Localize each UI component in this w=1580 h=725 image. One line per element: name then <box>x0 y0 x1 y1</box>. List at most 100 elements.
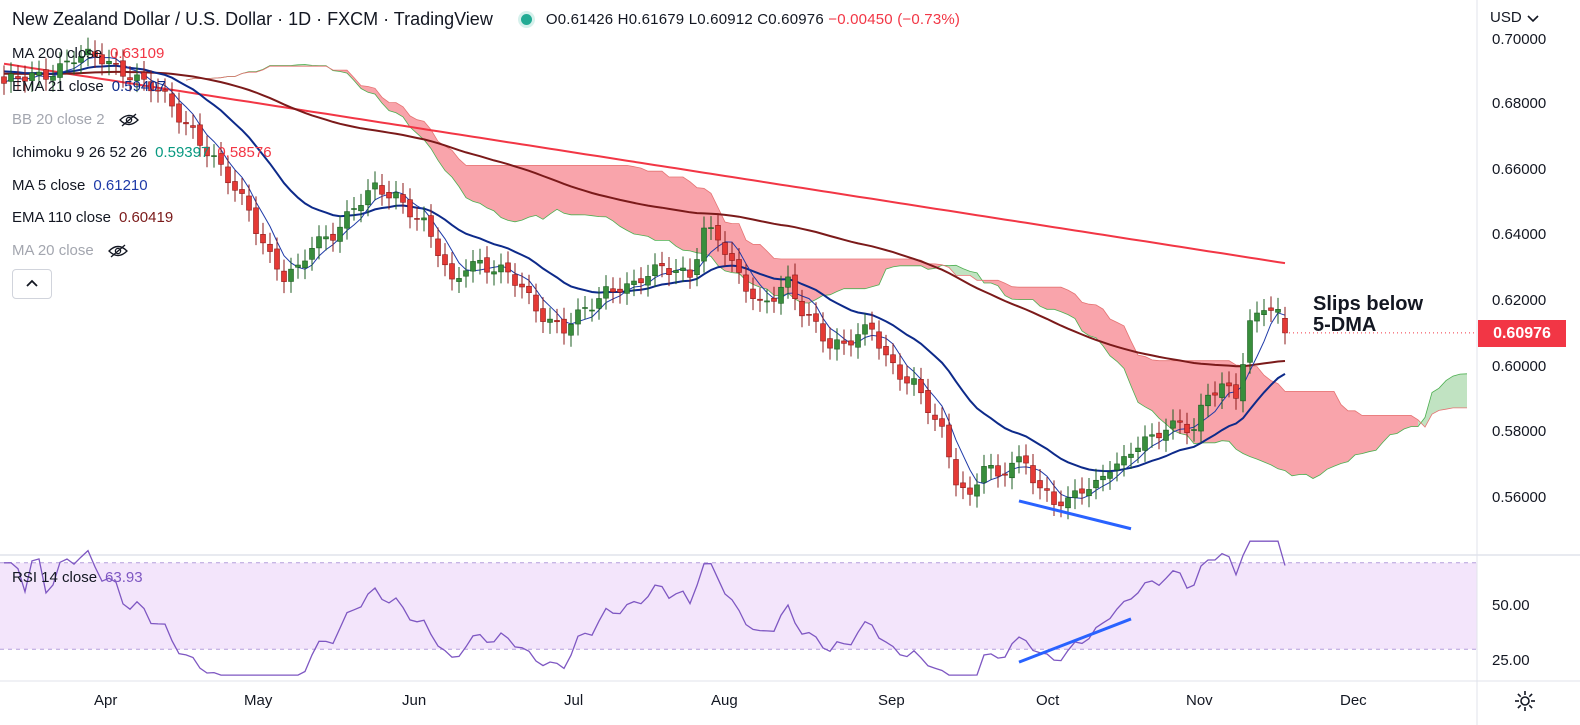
candle-body <box>449 263 455 280</box>
ichimoku-cloud-segment <box>900 259 907 266</box>
ichimoku-cloud-segment <box>1068 290 1075 319</box>
candle-body <box>197 124 203 146</box>
candle-body <box>484 257 490 273</box>
candle-body <box>540 308 546 322</box>
collapse-legend-button[interactable] <box>12 269 52 299</box>
candle-body <box>1177 420 1183 423</box>
month-label: Sep <box>878 692 905 709</box>
candle-body <box>554 320 560 323</box>
legend-ema21-name: EMA 21 close <box>12 78 104 95</box>
ichimoku-cloud-segment <box>1180 360 1187 436</box>
legend-ichimoku[interactable]: Ichimoku 9 26 52 26 0.59397 0.58576 <box>12 144 280 161</box>
candle-body <box>43 69 49 80</box>
ichimoku-cloud-segment <box>1110 319 1117 362</box>
candle-body <box>708 227 714 229</box>
ichimoku-cloud-segment <box>1012 286 1019 300</box>
ichimoku-cloud-segment <box>970 271 977 281</box>
legend-ma20[interactable]: MA 20 close <box>12 242 128 259</box>
month-label: Aug <box>711 692 738 709</box>
legend-ema110[interactable]: EMA 110 close 0.60419 <box>12 209 181 226</box>
ichimoku-cloud-segment <box>1306 391 1313 479</box>
gear-icon[interactable] <box>1513 689 1537 713</box>
rsi-line <box>4 540 1286 676</box>
ichimoku-span-b <box>185 65 1467 428</box>
currency-selector[interactable]: USD <box>1490 9 1540 26</box>
legend-ema110-name: EMA 110 close <box>12 209 111 226</box>
candle-body <box>813 313 819 322</box>
chart-annotation: Slips below 5-DMA <box>1313 294 1423 336</box>
ichimoku-cloud-segment <box>1061 287 1068 315</box>
candle-body <box>106 60 112 65</box>
ichimoku-cloud-segment <box>907 259 914 266</box>
candle-body <box>841 340 847 344</box>
candle-body <box>946 424 952 458</box>
candle-body <box>1051 491 1057 505</box>
month-label: Nov <box>1186 692 1213 709</box>
ichimoku-cloud-segment <box>641 168 648 237</box>
ichimoku-cloud-segment <box>1292 391 1299 476</box>
ichimoku-cloud-segment <box>690 181 697 253</box>
candle-body <box>1 76 7 84</box>
ichimoku-cloud-segment <box>865 259 872 289</box>
ichimoku-cloud-segment <box>592 165 599 217</box>
legend-rsi-name: RSI 14 close <box>12 569 98 586</box>
candle-body <box>652 264 658 276</box>
ichimoku-cloud-segment <box>1138 355 1145 407</box>
legend-ma5-value: 0.61210 <box>93 177 148 194</box>
legend-ema21[interactable]: EMA 21 close 0.59407 <box>12 78 174 95</box>
candle-body <box>470 261 476 272</box>
candle-body <box>127 77 133 81</box>
ichimoku-cloud-segment <box>1411 415 1418 427</box>
ichimoku-cloud-segment <box>466 165 473 202</box>
candle-body <box>834 339 840 350</box>
candle-body <box>995 465 1001 477</box>
candle-body <box>36 71 42 76</box>
candle-body <box>1212 392 1218 396</box>
ichimoku-cloud-segment <box>1425 392 1432 428</box>
candle-body <box>491 271 497 275</box>
ichimoku-cloud-segment <box>1005 283 1012 300</box>
legend-ma200[interactable]: MA 200 close 0.63109 <box>12 45 172 62</box>
candle-body <box>57 63 63 78</box>
candle-body <box>295 264 301 268</box>
candle-body <box>477 259 483 264</box>
candle-body <box>29 72 35 81</box>
candle-body <box>1142 436 1148 451</box>
ichimoku-cloud-segment <box>823 259 830 296</box>
candle-body <box>610 288 616 293</box>
candle-body <box>778 286 784 304</box>
legend-ma5[interactable]: MA 5 close 0.61210 <box>12 177 156 194</box>
candle-body <box>1233 384 1239 399</box>
rsi-tick: 50.00 <box>1492 597 1530 614</box>
month-label: May <box>244 692 273 709</box>
ichimoku-cloud-segment <box>452 150 459 187</box>
ichimoku-cloud-segment <box>1215 360 1222 443</box>
ichimoku-cloud-segment <box>522 165 529 221</box>
ichimoku-cloud-segment <box>347 70 354 81</box>
legend-bb20[interactable]: BB 20 close 2 <box>12 111 139 128</box>
candle-body <box>15 76 21 79</box>
candle-body <box>960 482 966 488</box>
ichimoku-cloud-segment <box>585 165 592 216</box>
month-label: Jul <box>564 692 584 709</box>
ichimoku-cloud-segment <box>1271 380 1278 469</box>
candle-body <box>393 192 399 199</box>
candle-body <box>1240 364 1246 402</box>
symbol-title[interactable]: New Zealand Dollar / U.S. Dollar · 1D · … <box>12 9 493 29</box>
candle-body <box>533 294 539 312</box>
hidden-eye-icon[interactable] <box>118 113 139 127</box>
candle-body <box>1205 394 1211 407</box>
ichimoku-cloud-segment <box>1103 309 1110 356</box>
chevron-down-icon <box>1527 14 1539 22</box>
ma200-line <box>3 62 1286 265</box>
hidden-eye-icon[interactable] <box>107 244 128 258</box>
candle-body <box>526 285 532 293</box>
candle-body <box>764 300 770 303</box>
ichimoku-cloud-segment <box>1355 410 1362 455</box>
legend-rsi[interactable]: RSI 14 close 63.93 <box>12 569 143 586</box>
ichimoku-cloud-segment <box>543 165 550 220</box>
candle-body <box>1072 490 1078 498</box>
candle-body <box>666 268 672 275</box>
ichimoku-cloud-segment <box>753 244 760 288</box>
